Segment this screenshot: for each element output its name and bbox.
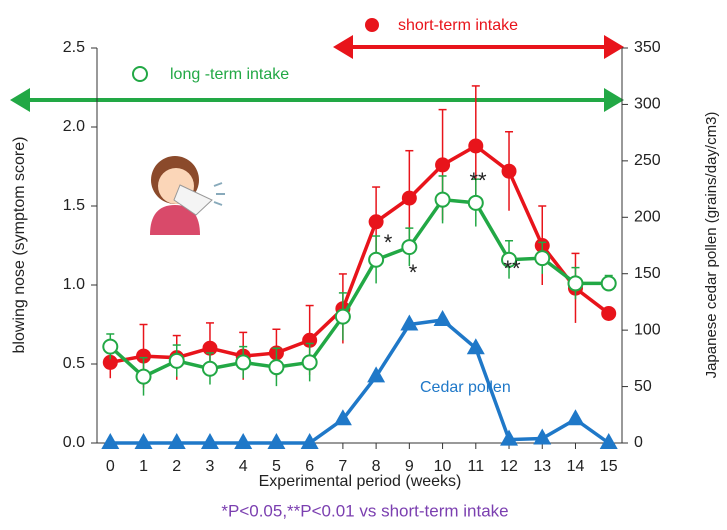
series-label: Cedar pollen xyxy=(420,379,511,396)
y-tick-label: 1.5 xyxy=(63,197,85,214)
marker xyxy=(535,251,549,265)
legend-marker xyxy=(365,18,379,32)
marker xyxy=(435,157,450,172)
x-tick-label: 11 xyxy=(467,458,484,475)
marker xyxy=(436,193,450,207)
marker xyxy=(469,196,483,210)
marker xyxy=(301,433,319,449)
x-tick-label: 13 xyxy=(533,458,551,475)
person-icon xyxy=(150,156,225,235)
marker xyxy=(103,340,117,354)
y-tick-label: 0.5 xyxy=(63,355,85,372)
y2-tick-label: 100 xyxy=(634,321,661,338)
series-line xyxy=(110,320,608,443)
x-tick-label: 4 xyxy=(239,458,248,475)
marker xyxy=(168,433,186,449)
y-tick-label: 1.0 xyxy=(63,276,85,293)
x-tick-label: 3 xyxy=(206,458,215,475)
x-tick-label: 10 xyxy=(434,458,452,475)
x-tick-label: 8 xyxy=(372,458,381,475)
y-tick-label: 2.0 xyxy=(63,118,85,135)
significance-mark: ** xyxy=(469,168,487,193)
marker xyxy=(602,276,616,290)
marker xyxy=(502,164,517,179)
marker xyxy=(137,370,151,384)
y-tick-label: 2.5 xyxy=(63,39,85,56)
y2-axis-label: Japanese cedar pollen (grains/day/cm3) xyxy=(703,112,720,379)
x-tick-label: 2 xyxy=(172,458,181,475)
marker xyxy=(600,433,618,449)
x-tick-label: 0 xyxy=(106,458,115,475)
y-tick-label: 0.0 xyxy=(63,434,85,451)
marker xyxy=(434,310,452,326)
marker xyxy=(601,306,616,321)
marker xyxy=(170,354,184,368)
legend-label: short-term intake xyxy=(398,17,518,34)
marker xyxy=(203,362,217,376)
x-tick-label: 1 xyxy=(139,458,148,475)
page: short-term intake long -term intake Ceda… xyxy=(0,0,727,530)
marker xyxy=(336,310,350,324)
marker xyxy=(303,355,317,369)
marker xyxy=(236,355,250,369)
significance-mark: * xyxy=(409,260,418,285)
x-tick-label: 6 xyxy=(305,458,314,475)
x-tick-label: 12 xyxy=(500,458,518,475)
y-axis-label: blowing nose (symptom score) xyxy=(11,137,28,354)
x-tick-label: 9 xyxy=(405,458,414,475)
x-axis-label: Experimental period (weeks) xyxy=(259,473,462,490)
marker xyxy=(269,360,283,374)
legend-marker xyxy=(133,67,147,81)
y2-tick-label: 250 xyxy=(634,152,661,169)
marker xyxy=(234,433,252,449)
chart: short-term intake long -term intake Ceda… xyxy=(0,0,727,525)
significance-mark: ** xyxy=(503,256,521,281)
marker xyxy=(369,214,384,229)
x-tick-label: 7 xyxy=(338,458,347,475)
y2-tick-label: 200 xyxy=(634,209,661,226)
long-term-arrow xyxy=(10,88,624,112)
x-tick-label: 15 xyxy=(600,458,618,475)
x-tick-label: 14 xyxy=(567,458,585,475)
y2-tick-label: 50 xyxy=(634,378,652,395)
marker xyxy=(566,409,584,425)
marker xyxy=(267,433,285,449)
short-term-arrow xyxy=(333,35,624,59)
marker xyxy=(402,240,416,254)
marker xyxy=(468,138,483,153)
marker xyxy=(135,433,153,449)
significance-mark: * xyxy=(384,230,393,255)
marker xyxy=(201,433,219,449)
marker xyxy=(101,433,119,449)
x-tick-label: 5 xyxy=(272,458,281,475)
marker xyxy=(369,253,383,267)
y2-tick-label: 350 xyxy=(634,39,661,56)
marker xyxy=(500,430,518,446)
marker xyxy=(402,191,417,206)
y2-tick-label: 0 xyxy=(634,434,643,451)
marker xyxy=(568,276,582,290)
footnote: *P<0.05,**P<0.01 vs short-term intake xyxy=(221,501,508,520)
y2-tick-label: 300 xyxy=(634,96,661,113)
y2-tick-label: 150 xyxy=(634,265,661,282)
legend-label: long -term intake xyxy=(170,66,289,83)
